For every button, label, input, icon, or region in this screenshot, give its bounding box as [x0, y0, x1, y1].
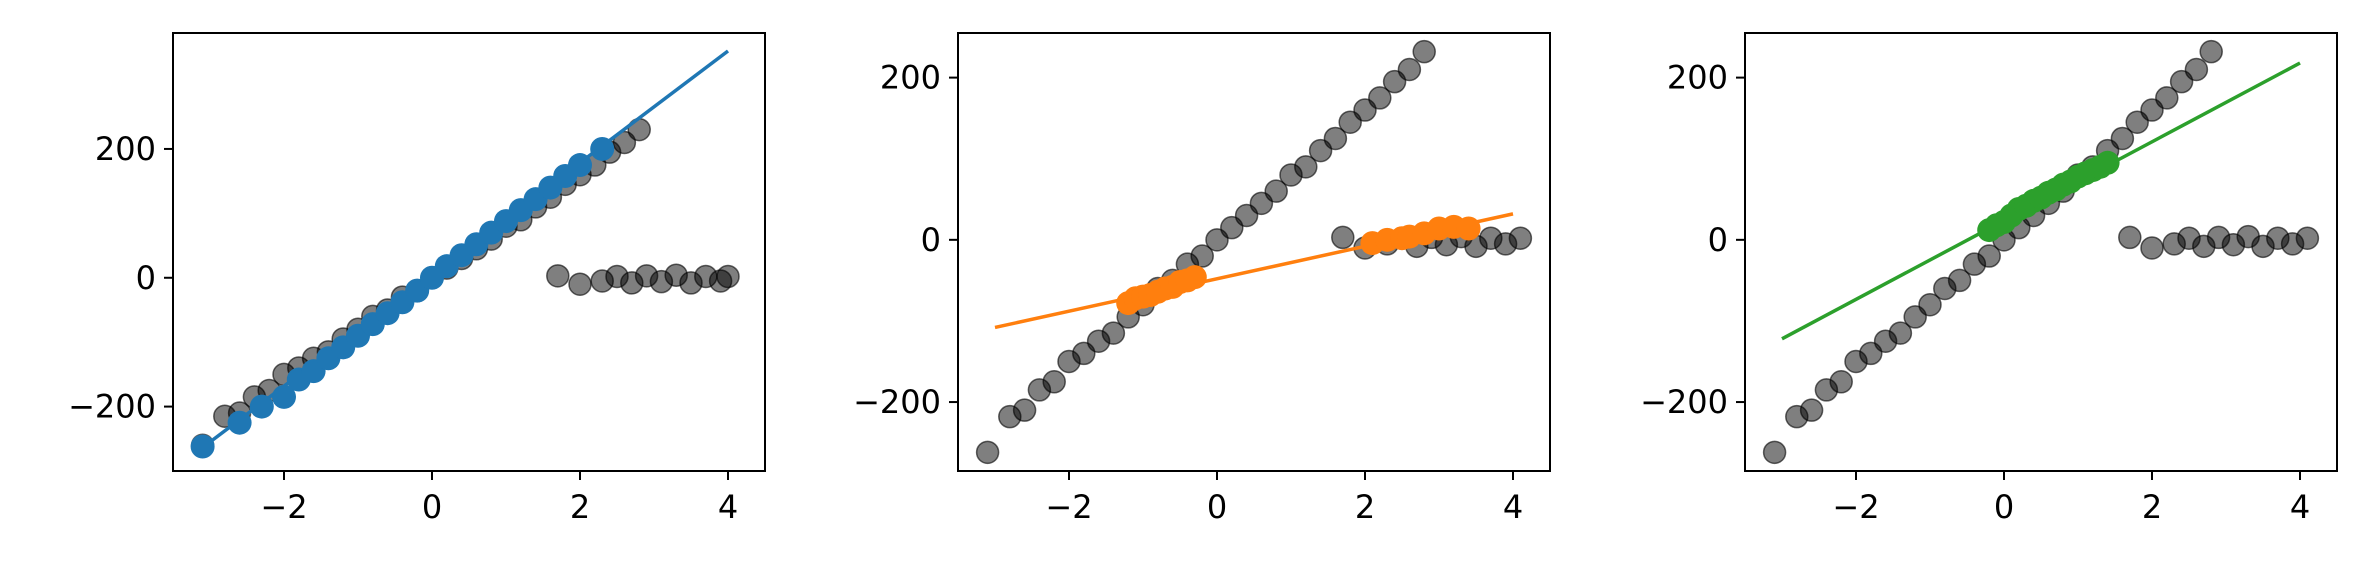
x-tick-label: −2 — [260, 488, 307, 526]
data-point — [1799, 398, 1824, 422]
data-point — [2199, 39, 2223, 64]
data-point — [2110, 126, 2135, 151]
inlier-point — [1182, 265, 1207, 290]
y-tick-label: −200 — [68, 388, 156, 426]
x-tick-label: 0 — [1994, 488, 2014, 526]
data-point — [1294, 155, 1318, 179]
inlier-point — [568, 153, 592, 178]
data-point — [2118, 225, 2142, 250]
data-point — [1264, 179, 1288, 203]
data-point — [2184, 57, 2209, 82]
data-point — [612, 130, 637, 155]
data-point — [1947, 268, 1972, 293]
x-tick-label: 4 — [718, 488, 738, 526]
x-tick-label: −2 — [1045, 488, 1092, 526]
y-tick-label: −200 — [853, 383, 941, 421]
y-tick-label: 0 — [1708, 221, 1728, 259]
data-point — [1368, 86, 1392, 110]
data-point — [1012, 398, 1037, 422]
inlier-point — [590, 136, 615, 161]
inlier-point — [249, 394, 274, 419]
data-point — [716, 264, 740, 289]
inlier-point — [190, 434, 215, 459]
axes-frame — [172, 32, 766, 472]
x-tick-label: 0 — [1207, 488, 1227, 526]
data-point — [1412, 39, 1436, 64]
data-point — [1323, 126, 1348, 151]
data-point — [546, 264, 570, 288]
data-point — [1762, 440, 1787, 465]
data-point — [1977, 244, 2001, 268]
x-tick-label: 2 — [1355, 488, 1375, 526]
axes-frame — [1744, 32, 2338, 472]
subplot-3: −2 0 2 4 −200 0 200 — [1640, 32, 2338, 526]
x-tick-label: −2 — [1832, 488, 1879, 526]
data-point — [975, 440, 1000, 465]
y-tick-label: −200 — [1640, 383, 1728, 421]
data-point — [568, 272, 592, 296]
subplot-1: −2 0 2 4 −200 0 200 — [68, 32, 766, 526]
data-point — [1101, 321, 1126, 345]
y-tick-label: 200 — [1667, 59, 1728, 97]
inlier-point — [272, 384, 296, 409]
data-point — [2140, 236, 2164, 260]
data-point — [1888, 321, 1913, 345]
data-point — [1918, 292, 1942, 317]
plot-area — [1762, 39, 2320, 465]
x-tick-label: 0 — [422, 488, 442, 526]
y-tick-label: 200 — [95, 130, 156, 168]
y-tick-label: 200 — [880, 59, 941, 97]
x-tick-label: 2 — [2142, 488, 2162, 526]
plot-area — [190, 49, 740, 459]
y-tick-label: 0 — [136, 259, 156, 297]
inlier-point — [2095, 150, 2120, 175]
axes-frame — [957, 32, 1551, 472]
data-point — [2155, 86, 2179, 110]
data-point — [1190, 244, 1214, 268]
data-point — [1508, 226, 1533, 250]
y-tick-label: 0 — [921, 221, 941, 259]
data-point — [1042, 370, 1066, 394]
x-tick-label: 4 — [1503, 488, 1523, 526]
data-point — [2295, 226, 2320, 250]
data-point — [1331, 225, 1355, 250]
data-point — [1397, 57, 1422, 82]
inlier-point — [227, 410, 252, 435]
x-tick-label: 2 — [570, 488, 590, 526]
subplot-2: −2 0 2 4 −200 0 200 — [853, 32, 1551, 526]
x-tick-label: 4 — [2290, 488, 2310, 526]
data-point — [1829, 370, 1853, 394]
plot-area — [975, 39, 1533, 465]
inlier-point — [1456, 216, 1481, 241]
